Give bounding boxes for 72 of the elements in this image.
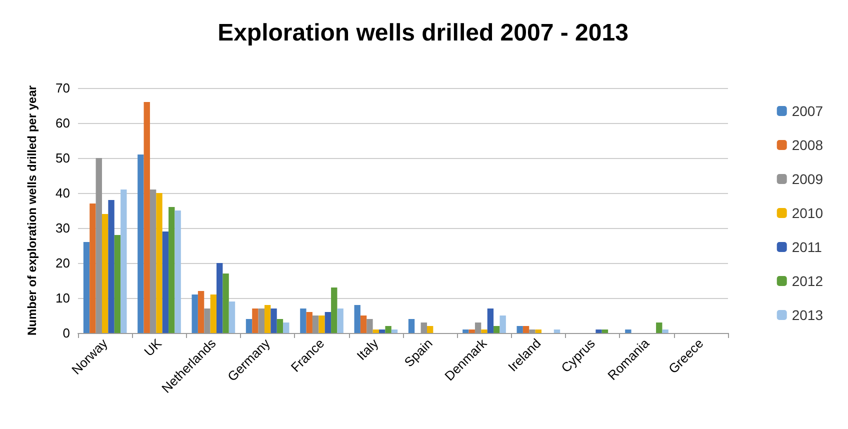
y-axis-title: Number of exploration wells drilled per year [25,85,39,336]
bar [379,330,386,333]
legend-label: 2010 [792,205,824,221]
bar [168,207,175,333]
bar [554,330,560,333]
bar [306,312,312,333]
bar [228,302,236,333]
bar [656,322,662,333]
bar [108,200,114,333]
bar [391,330,398,333]
y-tick-label: 70 [56,80,70,96]
bar [481,330,488,333]
bar [144,102,150,333]
bar [102,214,108,333]
bar [90,204,96,333]
bar [337,308,344,333]
bar [114,235,121,333]
bar [138,154,144,333]
bar [276,319,284,333]
y-tick-label: 30 [56,220,70,236]
bar [283,322,290,333]
bar [662,330,668,333]
bar [324,312,332,333]
y-tick-label: 50 [56,150,70,166]
legend-label: 2011 [792,239,822,255]
legend-label: 2013 [792,307,824,323]
bar [264,305,271,333]
bar [468,330,475,333]
bar [354,305,360,333]
bar [318,316,325,333]
bar [408,319,415,333]
bar [300,308,306,333]
bar [198,291,204,333]
legend-label: 2009 [792,171,824,187]
legend-label: 2008 [792,137,824,153]
bar [174,210,181,333]
bar [331,288,338,333]
bar [487,308,494,333]
bar [222,274,229,333]
bar [625,330,632,333]
bar [192,294,198,333]
bar [83,242,90,333]
x-tick-label: UK [141,335,165,360]
y-tick-label: 60 [56,116,70,130]
legend-label: 2012 [792,273,824,289]
bar [156,193,162,333]
bar [500,316,506,333]
legend-label: 2007 [792,103,824,119]
bar [462,330,469,333]
bar [210,294,217,333]
bar [522,326,530,333]
bar [360,316,367,333]
chart-title: Exploration wells drilled 2007 - 2013 [218,20,628,46]
bar [426,326,434,333]
y-tick-label: 40 [56,186,70,200]
bar [120,190,127,333]
bar [270,308,277,333]
bar [162,232,169,333]
bar [216,263,223,333]
y-tick-label: 0 [62,326,70,340]
y-tick-label: 10 [56,290,70,306]
bar [372,330,380,333]
bar [535,330,542,333]
bar [252,308,258,333]
bar [385,326,392,333]
bar [516,326,523,333]
bar [602,330,608,333]
y-tick-label: 20 [56,256,70,270]
bar [494,326,500,333]
x-tick-label: Italy [354,335,382,364]
bar [596,330,602,333]
bar [246,319,252,333]
